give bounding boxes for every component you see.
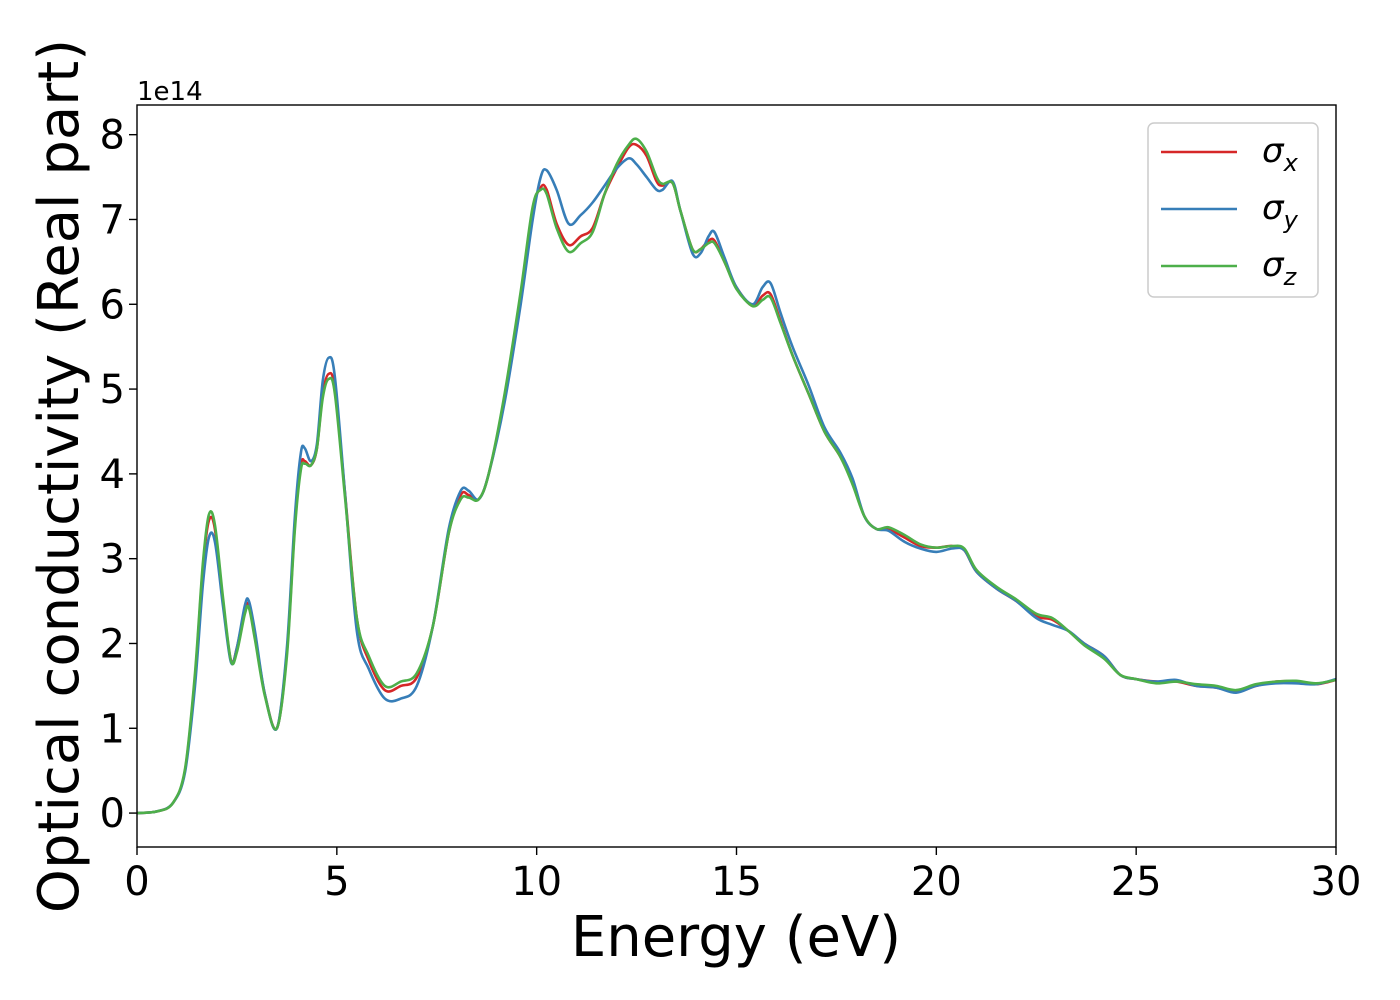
- legend-label-x: σx: [1262, 131, 1299, 177]
- y-tick-label: 0: [100, 791, 125, 837]
- series-lines: [136, 137, 1337, 815]
- series-line-z: [136, 137, 1337, 815]
- legend-label-y: σy: [1262, 188, 1299, 234]
- x-axis-label: Energy (eV): [571, 905, 901, 970]
- x-tick-label: 25: [1111, 859, 1162, 905]
- y-tick-label: 8: [100, 113, 125, 159]
- legend-symbol: σ: [1262, 131, 1285, 171]
- y-offset-label: 1e14: [137, 77, 203, 107]
- y-tick-label: 6: [100, 282, 125, 328]
- y-tick-label: 2: [100, 621, 125, 667]
- legend-symbol: σ: [1262, 188, 1285, 228]
- x-tick-label: 15: [711, 859, 762, 905]
- x-tick-label: 10: [511, 859, 562, 905]
- legend-subscript: y: [1283, 206, 1299, 234]
- y-tick-label: 3: [100, 537, 125, 583]
- legend-subscript: x: [1283, 149, 1299, 177]
- legend-label-z: σz: [1262, 245, 1298, 291]
- x-tick-label: 30: [1311, 859, 1362, 905]
- legend-symbol: σ: [1262, 245, 1285, 285]
- y-tick-label: 7: [100, 197, 125, 243]
- x-tick-label: 0: [124, 859, 149, 905]
- legend-subscript: z: [1283, 263, 1298, 291]
- y-axis-label: Optical conductivity (Real part): [27, 39, 92, 913]
- x-tick-label: 5: [324, 859, 349, 905]
- y-tick-label: 4: [100, 452, 125, 498]
- y-axis-ticks: 0 1 2 3 4 5 6 7 8: [100, 113, 137, 837]
- y-tick-label: 1: [100, 706, 125, 752]
- x-tick-label: 20: [911, 859, 962, 905]
- x-axis-ticks: 0 5 10 15 20 25 30: [124, 847, 1361, 905]
- y-tick-label: 5: [100, 367, 125, 413]
